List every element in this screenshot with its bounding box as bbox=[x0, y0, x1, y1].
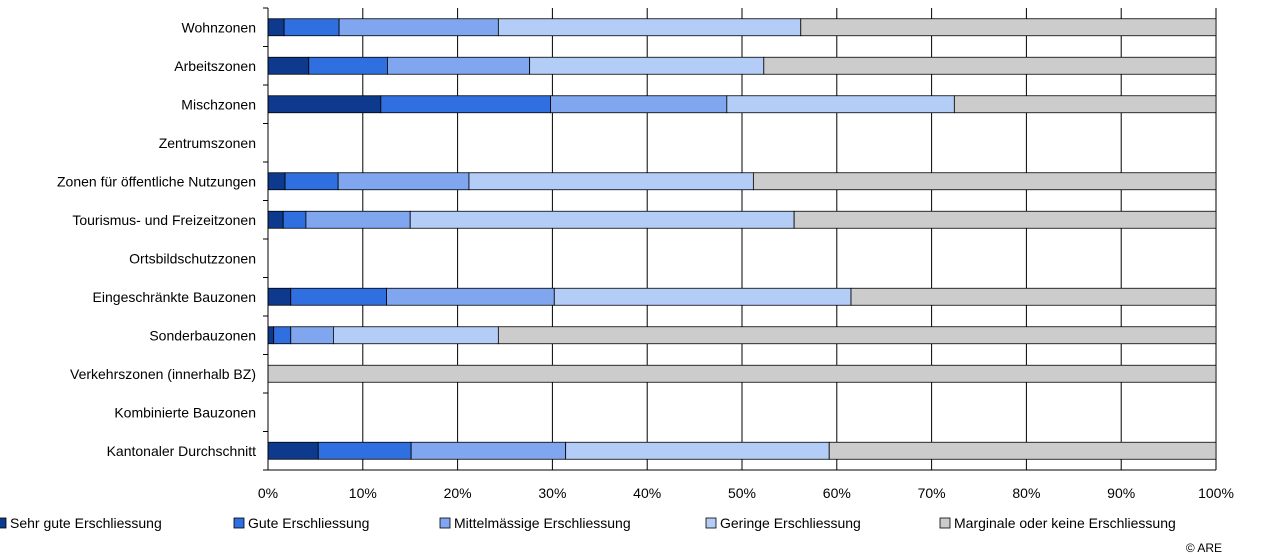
category-label: Wohnzonen bbox=[182, 19, 256, 35]
tick-label: 60% bbox=[823, 485, 851, 501]
bar-segment bbox=[267, 441, 319, 460]
bar-segment bbox=[333, 326, 499, 345]
bar-segment bbox=[267, 326, 275, 345]
bar-segment bbox=[317, 441, 412, 460]
legend-label: Gute Erschliessung bbox=[248, 515, 369, 531]
tick-label: 50% bbox=[728, 485, 756, 501]
bar-segment bbox=[529, 56, 765, 75]
bar-segment bbox=[273, 326, 292, 345]
legend-swatch bbox=[233, 517, 245, 529]
tick-label: 30% bbox=[538, 485, 566, 501]
legend-swatch bbox=[439, 517, 451, 529]
legend: Sehr gute Erschliessung Gute Erschliessun… bbox=[0, 515, 1176, 531]
bar-segment bbox=[386, 287, 555, 306]
category-label: Kantonaler Durchschnitt bbox=[107, 443, 257, 459]
category-label: Mischzonen bbox=[181, 96, 256, 112]
bar-segment bbox=[308, 56, 388, 75]
bar-segment bbox=[290, 287, 387, 306]
bar-segment bbox=[337, 172, 470, 191]
legend-label: Marginale oder keine Erschliessung bbox=[954, 515, 1176, 531]
category-label: Verkehrszonen (innerhalb BZ) bbox=[70, 366, 256, 382]
bar-segment bbox=[267, 18, 285, 37]
gridlines bbox=[267, 8, 1217, 470]
bar-segment bbox=[726, 95, 955, 114]
bar-segment bbox=[410, 441, 567, 460]
category-label: Zentrumszonen bbox=[159, 135, 256, 151]
legend-swatch bbox=[0, 517, 7, 529]
bar-segment bbox=[387, 56, 531, 75]
tick-label: 100% bbox=[1198, 485, 1234, 501]
bar-segment bbox=[267, 210, 284, 229]
bar-segment bbox=[497, 326, 1217, 345]
tick-label: 20% bbox=[444, 485, 472, 501]
bar-segment bbox=[468, 172, 754, 191]
bar-segment bbox=[282, 210, 307, 229]
bar-segment bbox=[497, 18, 802, 37]
category-label: Tourismus- und Freizeitzonen bbox=[72, 212, 256, 228]
bar-segment bbox=[290, 326, 334, 345]
bar-segment bbox=[850, 287, 1217, 306]
tick-label: 10% bbox=[349, 485, 377, 501]
bar-segment bbox=[800, 18, 1217, 37]
bar-segment bbox=[283, 18, 340, 37]
bar-segment bbox=[793, 210, 1217, 229]
axis bbox=[263, 7, 1216, 471]
category-label: Ortsbildschutzzonen bbox=[129, 250, 256, 266]
tick-label: 90% bbox=[1107, 485, 1135, 501]
bar-segment bbox=[553, 287, 852, 306]
bar-segment bbox=[267, 95, 382, 114]
legend-swatch bbox=[705, 517, 717, 529]
bar-segment bbox=[267, 287, 292, 306]
bars bbox=[267, 18, 1217, 460]
legend-swatch bbox=[939, 517, 951, 529]
bar-segment bbox=[267, 364, 1217, 383]
bar-segment bbox=[267, 172, 286, 191]
bar-segment bbox=[752, 172, 1217, 191]
legend-label: Geringe Erschliessung bbox=[720, 515, 861, 531]
bar-segment bbox=[380, 95, 551, 114]
tick-label: 0% bbox=[258, 485, 278, 501]
tick-label: 70% bbox=[918, 485, 946, 501]
bar-segment bbox=[305, 210, 411, 229]
tick-label: 40% bbox=[633, 485, 661, 501]
bar-segment bbox=[338, 18, 499, 37]
bar-segment bbox=[409, 210, 795, 229]
tick-labels: 0% 10% 20% 30% 40% 50% 60% 70% 80% 90% 100% bbox=[258, 485, 1234, 501]
bar-segment bbox=[828, 441, 1217, 460]
bar-segment bbox=[550, 95, 728, 114]
bar-segment bbox=[763, 56, 1217, 75]
category-labels: Wohnzonen Arbeitszonen Mischzonen Zentrumsz… bbox=[57, 19, 256, 459]
tick-label: 80% bbox=[1012, 485, 1040, 501]
legend-label: Mittelmässige Erschliessung bbox=[454, 515, 631, 531]
legend-label: Sehr gute Erschliessung bbox=[10, 515, 162, 531]
category-label: Zonen für öffentliche Nutzungen bbox=[57, 173, 256, 189]
category-label: Kombinierte Bauzonen bbox=[114, 404, 256, 420]
category-label: Sonderbauzonen bbox=[149, 327, 256, 343]
bar-segment bbox=[267, 56, 310, 75]
category-label: Eingeschränkte Bauzonen bbox=[93, 289, 256, 305]
credit-label: © ARE bbox=[1186, 541, 1222, 555]
bar-segment bbox=[565, 441, 830, 460]
bar-segment bbox=[284, 172, 339, 191]
bar-segment bbox=[953, 95, 1217, 114]
category-label: Arbeitszonen bbox=[174, 58, 256, 74]
